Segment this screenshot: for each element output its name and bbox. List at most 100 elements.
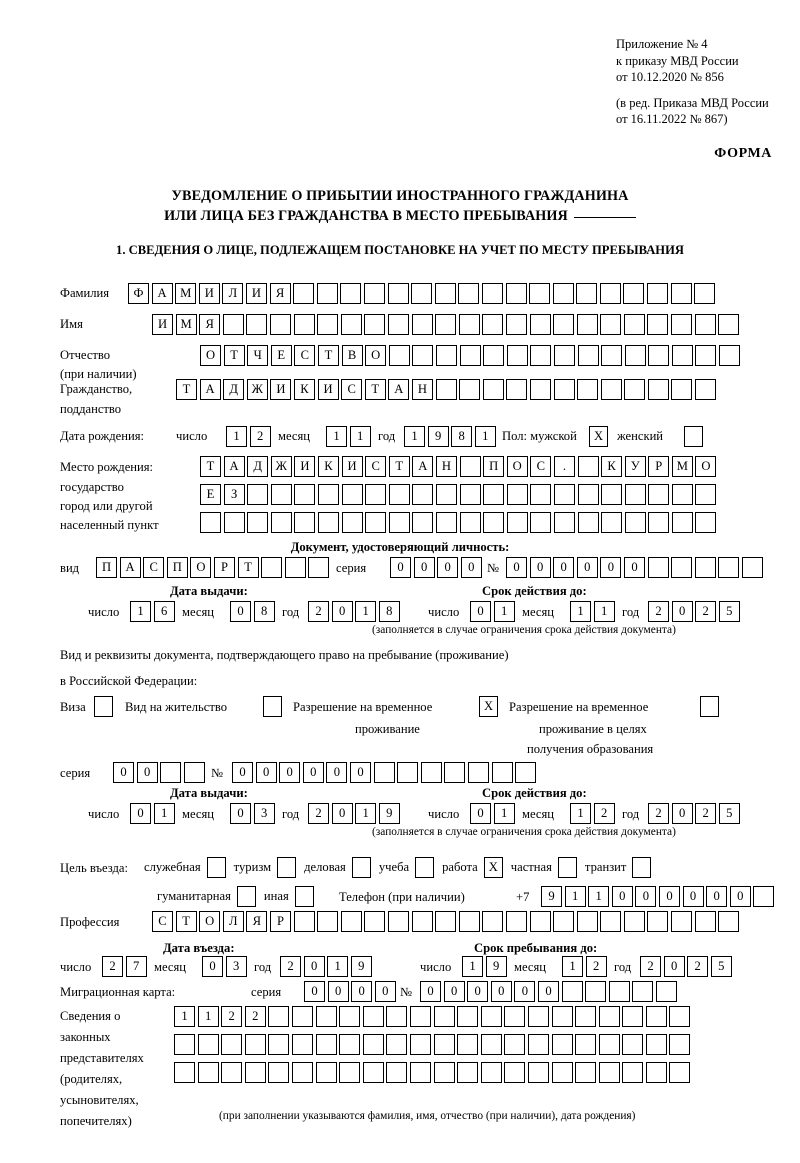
char-cell[interactable]: [718, 314, 740, 335]
char-cell[interactable]: [530, 512, 552, 533]
char-cell[interactable]: 2: [585, 956, 607, 977]
char-cell[interactable]: [718, 557, 740, 578]
char-cell[interactable]: О: [199, 911, 221, 932]
purpose-option-checkbox[interactable]: X: [483, 857, 503, 878]
char-cell[interactable]: 0: [255, 762, 277, 783]
char-cell[interactable]: Т: [200, 456, 221, 477]
char-cell[interactable]: 0: [331, 601, 353, 622]
char-cell[interactable]: [459, 345, 481, 366]
char-cell[interactable]: [527, 1006, 549, 1027]
char-cell[interactable]: 9: [378, 803, 400, 824]
char-cell[interactable]: [504, 1034, 526, 1055]
char-cell[interactable]: [553, 345, 575, 366]
char-cell[interactable]: [694, 314, 716, 335]
char-cell[interactable]: [632, 981, 654, 1002]
char-cell[interactable]: 0: [304, 981, 325, 1002]
char-cell[interactable]: 0: [514, 981, 536, 1002]
char-cell[interactable]: У: [624, 456, 646, 477]
char-cell[interactable]: 5: [718, 803, 740, 824]
char-cell[interactable]: В: [341, 345, 363, 366]
char-cell[interactable]: Т: [237, 557, 259, 578]
char-cell[interactable]: [598, 1006, 620, 1027]
char-cell[interactable]: К: [601, 456, 623, 477]
char-cell[interactable]: 1: [349, 426, 371, 447]
char-cell[interactable]: 0: [130, 803, 151, 824]
char-cell[interactable]: 0: [611, 886, 633, 907]
char-cell[interactable]: [160, 762, 182, 783]
char-cell[interactable]: [458, 283, 480, 304]
char-cell[interactable]: [293, 314, 315, 335]
char-cell[interactable]: А: [223, 456, 245, 477]
char-cell[interactable]: С: [365, 456, 387, 477]
char-cell[interactable]: [719, 345, 741, 366]
char-cell[interactable]: 2: [695, 803, 717, 824]
char-cell[interactable]: 0: [729, 886, 751, 907]
char-cell[interactable]: Ж: [246, 379, 268, 400]
char-cell[interactable]: [365, 484, 387, 505]
char-cell[interactable]: [222, 314, 244, 335]
char-cell[interactable]: [671, 557, 693, 578]
char-cell[interactable]: 1: [355, 803, 377, 824]
char-cell[interactable]: Е: [200, 484, 221, 505]
char-cell[interactable]: 0: [671, 601, 693, 622]
char-cell[interactable]: [600, 379, 622, 400]
char-cell[interactable]: [647, 283, 669, 304]
char-cell[interactable]: Л: [222, 283, 244, 304]
char-cell[interactable]: 0: [351, 981, 373, 1002]
char-cell[interactable]: [420, 762, 442, 783]
char-cell[interactable]: З: [223, 484, 245, 505]
char-cell[interactable]: [623, 314, 645, 335]
char-cell[interactable]: 0: [331, 803, 353, 824]
char-cell[interactable]: [268, 1062, 290, 1083]
char-cell[interactable]: [339, 1034, 361, 1055]
char-cell[interactable]: [435, 314, 457, 335]
char-cell[interactable]: [483, 345, 505, 366]
char-cell[interactable]: [695, 379, 717, 400]
char-cell[interactable]: [482, 314, 504, 335]
char-cell[interactable]: 0: [460, 557, 482, 578]
char-cell[interactable]: 0: [302, 762, 324, 783]
char-cell[interactable]: [197, 1062, 219, 1083]
char-cell[interactable]: 2: [102, 956, 123, 977]
char-cell[interactable]: 1: [174, 1006, 195, 1027]
char-cell[interactable]: [244, 1062, 266, 1083]
char-cell[interactable]: [647, 379, 669, 400]
char-cell[interactable]: Т: [364, 379, 386, 400]
char-cell[interactable]: М: [175, 314, 197, 335]
char-cell[interactable]: [694, 911, 716, 932]
char-cell[interactable]: 0: [374, 981, 396, 1002]
char-cell[interactable]: [647, 911, 669, 932]
char-cell[interactable]: [397, 762, 419, 783]
char-cell[interactable]: О: [200, 345, 221, 366]
char-cell[interactable]: [435, 379, 457, 400]
char-cell[interactable]: [261, 557, 283, 578]
char-cell[interactable]: [480, 1034, 502, 1055]
char-cell[interactable]: И: [152, 314, 173, 335]
char-cell[interactable]: 0: [326, 762, 348, 783]
char-cell[interactable]: 0: [623, 557, 645, 578]
char-cell[interactable]: [504, 1062, 526, 1083]
char-cell[interactable]: [200, 512, 221, 533]
char-cell[interactable]: [174, 1034, 195, 1055]
char-cell[interactable]: [527, 1034, 549, 1055]
char-cell[interactable]: [341, 512, 363, 533]
char-cell[interactable]: [411, 314, 433, 335]
char-cell[interactable]: Р: [648, 456, 670, 477]
char-cell[interactable]: [561, 981, 583, 1002]
char-cell[interactable]: [695, 512, 717, 533]
char-cell[interactable]: [387, 911, 409, 932]
char-cell[interactable]: [645, 1006, 667, 1027]
char-cell[interactable]: [294, 484, 316, 505]
char-cell[interactable]: [576, 314, 598, 335]
